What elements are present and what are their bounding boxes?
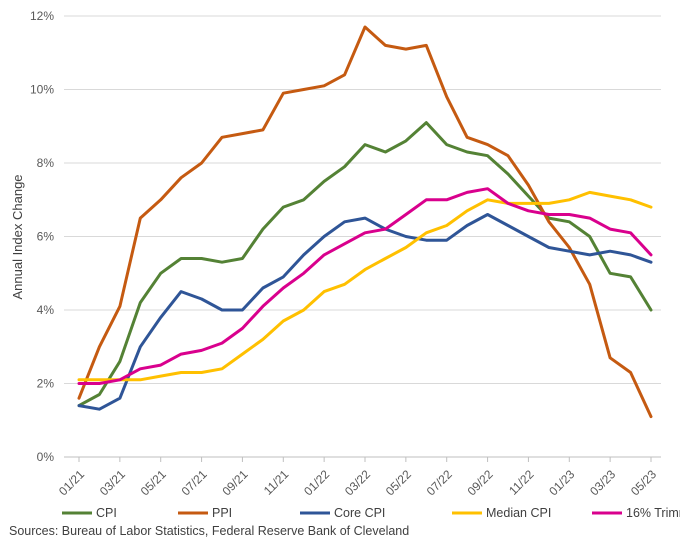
legend: CPI PPI Core CPI Median CPI 16% Trimmed-Mean… [62,506,680,520]
y-tick-label: 10% [30,83,54,97]
series-line-core-cpi [77,213,653,411]
y-tick-label: 0% [37,450,55,464]
x-tick-label: 07/21 [179,467,210,498]
series-line-16-trimmed-mean-cpi [77,187,653,385]
x-axis-ticks: 01/21 03/21 05/21 07/21 09/21 11/21 01/22 03/22… [56,457,659,498]
y-axis-ticks: 0% 2% 4% 6% 8% 10% 12% [30,9,54,464]
y-axis-title: Annual Index Change [10,174,25,299]
gridlines [64,15,661,458]
series-lines [77,25,653,419]
legend-label: Median CPI [486,506,551,520]
series-line-ppi [77,25,653,419]
x-tick-label: 03/23 [587,467,618,498]
legend-label: Core CPI [334,506,385,520]
legend-label: 16% Trimmed-Mean CPI [626,506,680,520]
x-tick-label: 01/23 [546,467,577,498]
x-tick-label: 05/22 [383,467,414,498]
legend-label: PPI [212,506,232,520]
x-tick-label: 03/22 [342,467,373,498]
y-tick-label: 4% [37,303,55,317]
x-tick-label: 01/21 [56,467,87,498]
x-tick-label: 09/22 [465,467,496,498]
source-note: Sources: Bureau of Labor Statistics, Fed… [9,524,410,538]
x-tick-label: 11/21 [261,467,292,498]
y-tick-label: 6% [37,230,55,244]
series-line-median-cpi [77,190,653,382]
series-line-cpi [77,121,653,408]
x-tick-label: 01/22 [301,467,332,498]
legend-label: CPI [96,506,117,520]
x-tick-label: 05/21 [138,467,169,498]
y-tick-label: 8% [37,156,55,170]
x-tick-label: 03/21 [97,467,128,498]
y-tick-label: 12% [30,9,54,23]
y-tick-label: 2% [37,377,55,391]
x-tick-label: 05/23 [628,467,659,498]
x-tick-label: 09/21 [219,467,250,498]
x-tick-label: 11/22 [506,467,537,498]
x-tick-label: 07/22 [424,467,455,498]
